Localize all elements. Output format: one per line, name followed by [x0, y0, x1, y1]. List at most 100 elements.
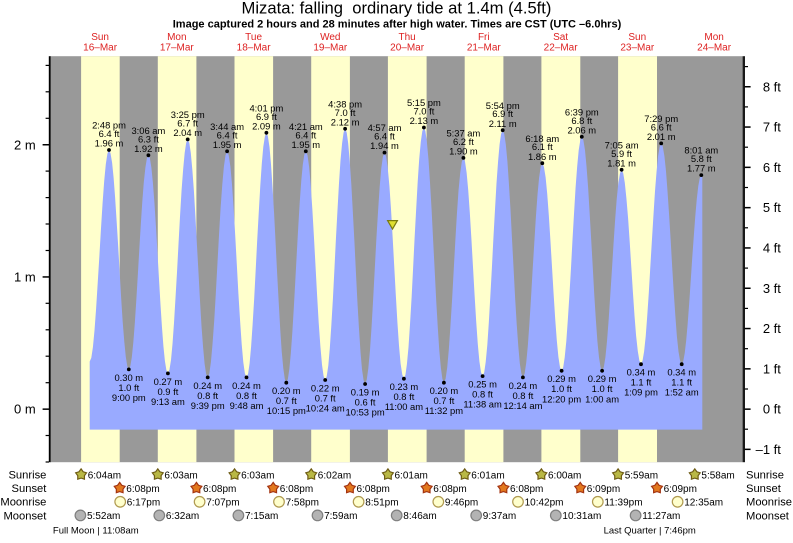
- svg-text:22–Mar: 22–Mar: [544, 42, 579, 53]
- svg-text:9:39 pm: 9:39 pm: [191, 400, 225, 411]
- svg-text:6:02am: 6:02am: [318, 470, 351, 481]
- svg-text:0.20 m: 0.20 m: [272, 385, 301, 396]
- svg-text:6:08pm: 6:08pm: [126, 484, 159, 495]
- svg-text:7:59am: 7:59am: [324, 511, 357, 522]
- svg-text:6.7 ft: 6.7 ft: [177, 117, 198, 128]
- svg-text:10:53 pm: 10:53 pm: [346, 407, 385, 418]
- svg-text:0 m: 0 m: [14, 402, 36, 417]
- svg-text:Moonset: Moonset: [3, 510, 47, 522]
- svg-text:2.09 m: 2.09 m: [252, 120, 281, 131]
- svg-text:Moonrise: Moonrise: [0, 497, 46, 509]
- svg-text:5:52am: 5:52am: [87, 511, 120, 522]
- svg-text:1.86 m: 1.86 m: [528, 151, 557, 162]
- svg-text:1:00 am: 1:00 am: [585, 393, 619, 404]
- svg-text:11:38 am: 11:38 am: [463, 399, 502, 410]
- svg-text:17–Mar: 17–Mar: [160, 42, 195, 53]
- svg-text:24–Mar: 24–Mar: [697, 42, 732, 53]
- svg-text:8:46am: 8:46am: [403, 511, 436, 522]
- svg-text:Sunset: Sunset: [746, 483, 782, 495]
- svg-text:1.0 ft: 1.0 ft: [592, 383, 613, 394]
- svg-text:3 ft: 3 ft: [763, 281, 781, 296]
- svg-text:6.4 ft: 6.4 ft: [374, 131, 395, 142]
- svg-text:1:52 am: 1:52 am: [665, 387, 699, 398]
- svg-text:Sunset: Sunset: [12, 483, 48, 495]
- svg-text:Full Moon | 11:08am: Full Moon | 11:08am: [53, 526, 139, 537]
- svg-text:0.25 m: 0.25 m: [468, 379, 497, 390]
- svg-text:0.30 m: 0.30 m: [114, 372, 143, 383]
- svg-text:6:09pm: 6:09pm: [664, 484, 697, 495]
- svg-text:6:08pm: 6:08pm: [280, 484, 313, 495]
- svg-text:10:31am: 10:31am: [562, 511, 601, 522]
- svg-text:0.8 ft: 0.8 ft: [197, 390, 218, 401]
- svg-text:11:32 pm: 11:32 pm: [425, 405, 464, 416]
- svg-text:6:03am: 6:03am: [164, 470, 197, 481]
- svg-text:7.0 ft: 7.0 ft: [413, 106, 434, 117]
- svg-text:0.19 m: 0.19 m: [351, 386, 380, 397]
- svg-text:1 m: 1 m: [14, 270, 36, 285]
- svg-text:7:58pm: 7:58pm: [286, 498, 319, 509]
- svg-text:9:37am: 9:37am: [483, 511, 516, 522]
- svg-text:0 ft: 0 ft: [763, 402, 781, 417]
- svg-text:Mon: Mon: [167, 32, 186, 43]
- svg-text:1.95 m: 1.95 m: [213, 139, 242, 150]
- svg-text:Mizata: falling ordinary tide: Mizata: falling ordinary tide at 1.4m (4…: [242, 0, 552, 18]
- svg-text:7:07pm: 7:07pm: [206, 498, 239, 509]
- svg-text:1 ft: 1 ft: [763, 361, 781, 376]
- svg-text:0.8 ft: 0.8 ft: [393, 391, 414, 402]
- svg-text:2.06 m: 2.06 m: [567, 124, 596, 135]
- svg-text:0.7 ft: 0.7 ft: [315, 392, 336, 403]
- svg-text:6:39 pm: 6:39 pm: [565, 106, 599, 117]
- svg-text:5:54 pm: 5:54 pm: [486, 100, 520, 111]
- svg-text:7:15am: 7:15am: [245, 511, 278, 522]
- svg-text:5.8 ft: 5.8 ft: [691, 153, 712, 164]
- svg-text:7 ft: 7 ft: [763, 120, 781, 135]
- svg-text:Thu: Thu: [398, 32, 415, 43]
- svg-text:11:00 am: 11:00 am: [385, 401, 424, 412]
- svg-text:11:27am: 11:27am: [642, 511, 680, 522]
- svg-text:6.3 ft: 6.3 ft: [138, 133, 159, 144]
- svg-text:6:03am: 6:03am: [241, 470, 274, 481]
- svg-text:11:39pm: 11:39pm: [604, 498, 642, 509]
- svg-text:2.12 m: 2.12 m: [331, 116, 360, 127]
- svg-text:0.6 ft: 0.6 ft: [355, 396, 376, 407]
- svg-text:2.04 m: 2.04 m: [173, 127, 202, 138]
- svg-text:1.0 ft: 1.0 ft: [118, 382, 139, 393]
- svg-text:0.29 m: 0.29 m: [547, 373, 576, 384]
- svg-text:Fri: Fri: [478, 32, 490, 43]
- svg-text:1.95 m: 1.95 m: [291, 139, 320, 150]
- svg-text:0.24 m: 0.24 m: [193, 380, 222, 391]
- svg-text:6:18 am: 6:18 am: [525, 133, 559, 144]
- svg-text:6.6 ft: 6.6 ft: [651, 121, 672, 132]
- svg-text:0.22 m: 0.22 m: [311, 382, 340, 393]
- svg-text:9:46pm: 9:46pm: [445, 498, 478, 509]
- svg-text:12:20 pm: 12:20 pm: [542, 393, 581, 404]
- svg-text:Sat: Sat: [553, 32, 568, 43]
- svg-text:5:37 am: 5:37 am: [446, 128, 480, 139]
- svg-text:6:17pm: 6:17pm: [127, 498, 160, 509]
- svg-text:4:38 pm: 4:38 pm: [328, 98, 362, 109]
- svg-text:1.1 ft: 1.1 ft: [631, 377, 652, 388]
- svg-text:Last Quarter | 7:46pm: Last Quarter | 7:46pm: [604, 526, 696, 537]
- svg-text:12:35am: 12:35am: [684, 498, 723, 509]
- svg-text:6.9 ft: 6.9 ft: [492, 108, 513, 119]
- svg-text:6:08pm: 6:08pm: [203, 484, 236, 495]
- svg-text:6 ft: 6 ft: [763, 160, 781, 175]
- svg-text:0.7 ft: 0.7 ft: [433, 395, 454, 406]
- svg-text:0.8 ft: 0.8 ft: [472, 389, 493, 400]
- svg-text:1.0 ft: 1.0 ft: [551, 383, 572, 394]
- svg-text:0.8 ft: 0.8 ft: [236, 390, 257, 401]
- svg-text:0.20 m: 0.20 m: [430, 385, 459, 396]
- svg-text:3:25 pm: 3:25 pm: [171, 109, 205, 120]
- svg-text:10:24 am: 10:24 am: [306, 403, 345, 414]
- svg-text:4:57 am: 4:57 am: [368, 122, 402, 133]
- svg-text:8:01 am: 8:01 am: [684, 145, 718, 156]
- svg-text:16–Mar: 16–Mar: [83, 42, 118, 53]
- svg-text:0.34 m: 0.34 m: [667, 367, 696, 378]
- svg-text:Tue: Tue: [245, 32, 262, 43]
- svg-text:Mon: Mon: [704, 32, 723, 43]
- svg-text:Moonrise: Moonrise: [746, 497, 792, 509]
- svg-text:Image captured 2 hours and 28: Image captured 2 hours and 28 minutes af…: [173, 19, 622, 31]
- svg-text:6:09pm: 6:09pm: [587, 484, 620, 495]
- svg-text:0.27 m: 0.27 m: [154, 376, 183, 387]
- svg-text:0.8 ft: 0.8 ft: [512, 390, 533, 401]
